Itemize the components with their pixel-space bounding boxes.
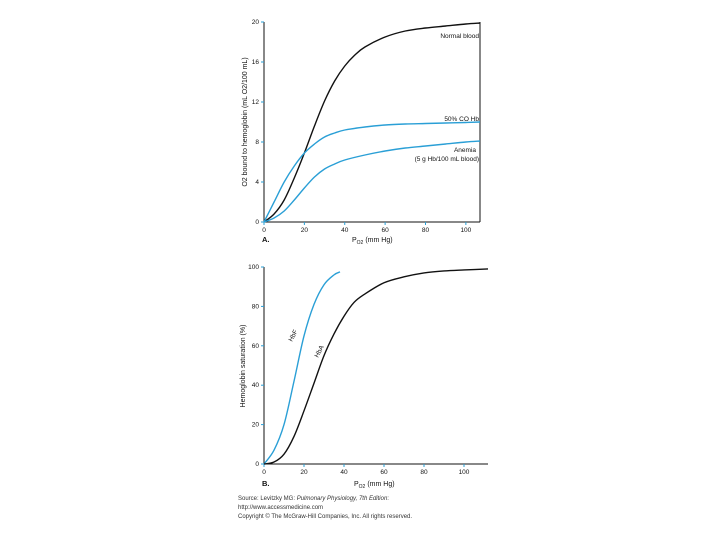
panel-a-curve-normal-blood [263, 22, 481, 223]
panel-b-axes: 0 20 40 60 80 100 0 20 40 60 80 100 [248, 264, 488, 476]
panel-b-y-axis-label: Hemoglobin saturation (%) [240, 325, 247, 408]
panel-b-y-tick-label: 0 [255, 461, 259, 468]
label-normal-blood: Normal blood [440, 33, 479, 40]
label-anemia: Anemia [454, 147, 476, 154]
panel-b-x-axis-label: PO2 (mm Hg) [354, 481, 395, 490]
panel-b-curve-hbf [263, 271, 341, 465]
panel-a-chart: 0 4 8 12 16 20 0 20 40 60 80 100 O2 bound to hemogl… [242, 19, 481, 246]
panel-a-letter: A. [262, 235, 270, 244]
panel-b-curve-hba [263, 268, 489, 465]
panel-b-x-tick-label: 60 [380, 469, 388, 476]
caption-book-title: Pulmonary Physiology, 7th Edition [296, 496, 388, 502]
panel-a-x-tick-label: 40 [341, 227, 349, 234]
panel-b-x-tick-label: 100 [459, 469, 470, 476]
label-anemia-detail: (5 g Hb/100 mL blood) [415, 156, 479, 163]
panel-b-y-tick-label: 20 [252, 422, 260, 429]
panel-a-curves [263, 22, 481, 223]
source-caption: Source: Levitzky MG: Pulmonary Physiolog… [238, 495, 412, 522]
panel-a-y-axis-label: O2 bound to hemoglobin (mL O2/100 mL) [242, 57, 249, 186]
panel-b-y-tick-label: 60 [252, 343, 260, 350]
caption-copyright: Copyright © The McGraw-Hill Companies, I… [238, 514, 413, 520]
panel-a-x-axis-label: PO2 (mm Hg) [352, 237, 393, 246]
panel-b-curves [263, 268, 489, 465]
panel-b-x-tick-label: 80 [420, 469, 428, 476]
panel-a-y-tick-label: 4 [255, 179, 259, 186]
panel-a-y-tick-label: 0 [255, 219, 259, 226]
panel-a-x-tick-label: 0 [262, 227, 266, 234]
panel-a-x-tick-label: 100 [460, 227, 471, 234]
panel-b-y-tick-label: 100 [248, 264, 259, 271]
caption-url[interactable]: http://www.accessmedicine.com [238, 505, 324, 511]
panel-a-y-tick-label: 20 [252, 19, 260, 26]
panel-a-x-tick-label: 80 [422, 227, 430, 234]
panel-b-x-tick-label: 40 [340, 469, 348, 476]
panel-b-y-tick-label: 40 [252, 382, 260, 389]
panel-a-x-tick-label: 20 [301, 227, 309, 234]
caption-source-line: Source: Levitzky MG: Pulmonary Physiolog… [238, 495, 412, 504]
panel-a-curve-anemia [263, 140, 481, 223]
label-hbf: HbF [288, 329, 300, 343]
panel-b-y-tick-label: 80 [252, 303, 260, 310]
caption-source-prefix: Source: Levitzky MG: [238, 496, 297, 502]
panel-a-y-tick-label: 16 [252, 59, 260, 66]
panel-b-letter: B. [262, 479, 270, 488]
panel-b-chart: 0 20 40 60 80 100 0 20 40 60 80 100 Hemoglobin satu… [240, 264, 489, 490]
panel-a-y-tick-label: 8 [255, 139, 259, 146]
caption-colon: : [387, 496, 389, 502]
panel-b-x-tick-label: 20 [300, 469, 308, 476]
panel-a-x-tick-label: 60 [382, 227, 390, 234]
panel-a-y-tick-label: 12 [252, 99, 260, 106]
label-co-hb: 50% CO Hb [444, 116, 479, 123]
panel-a-curve-50-co-hb [263, 121, 481, 223]
panel-b-x-tick-label: 0 [262, 469, 266, 476]
